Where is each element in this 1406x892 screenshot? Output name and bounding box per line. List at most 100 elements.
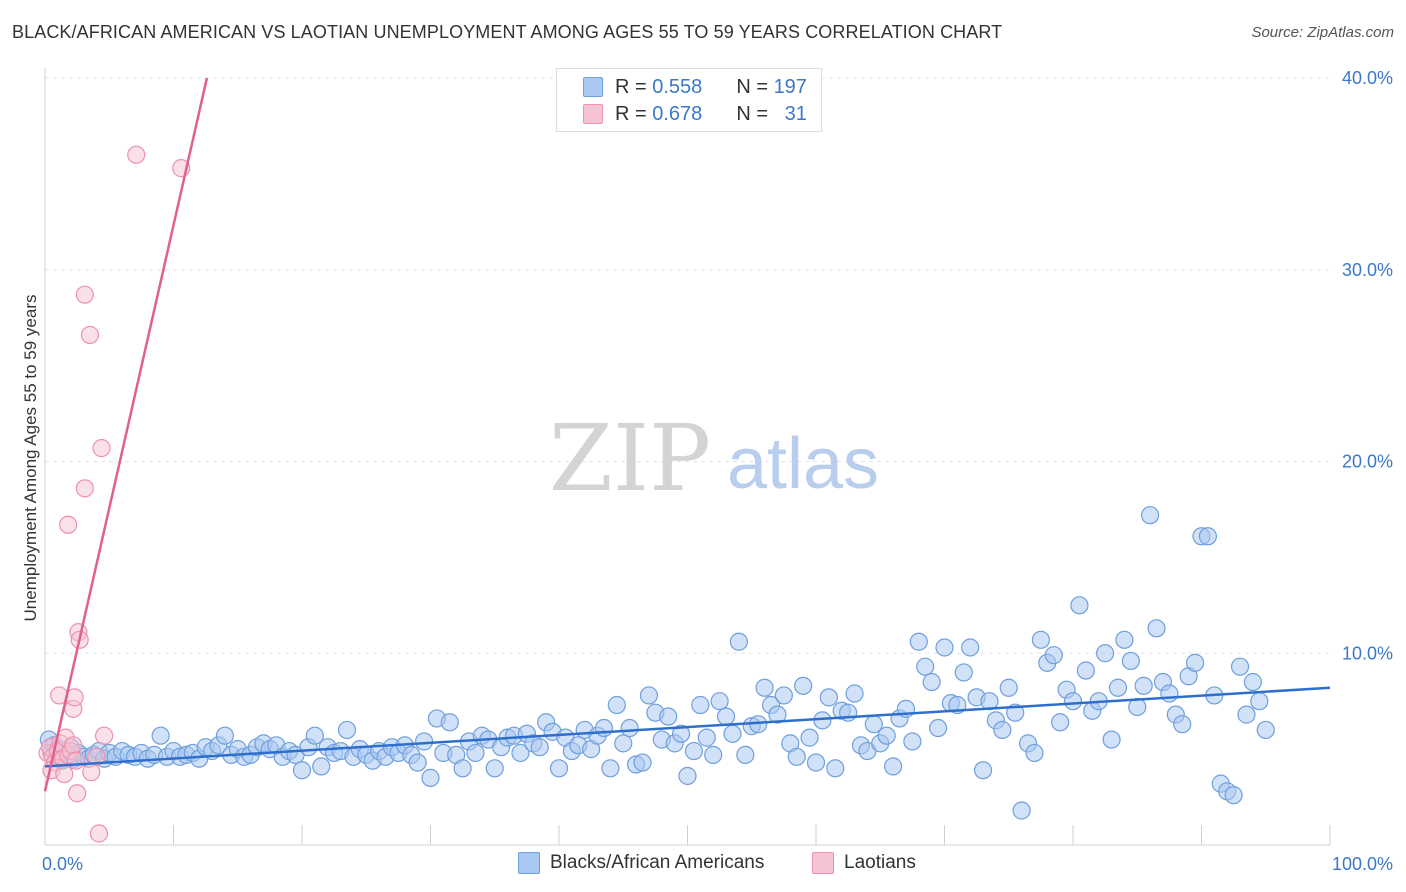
- point-blacks-120: [768, 705, 787, 724]
- point-blacks-143: [916, 657, 935, 676]
- point-blacks-109: [697, 728, 716, 747]
- point-blacks-103: [659, 707, 678, 726]
- axes: [44, 68, 1331, 846]
- point-laotians-25: [127, 145, 146, 164]
- point-blacks-93: [594, 718, 614, 738]
- point-blacks-175: [1121, 651, 1140, 671]
- point-laotians-29: [87, 747, 106, 766]
- legend-swatch-laotians: [812, 852, 834, 874]
- stats-n-value-laotians: 31: [784, 102, 807, 125]
- point-blacks-34: [215, 726, 234, 745]
- watermark-atlas: atlas: [727, 424, 879, 504]
- source-label: Source: ZipAtlas.com: [1251, 24, 1394, 41]
- point-blacks-185: [1185, 653, 1205, 672]
- tick-labels: 10.0% 20.0% 30.0% 40.0% 0.0% 100.0%: [42, 68, 1393, 874]
- stats-swatch-blacks: [583, 77, 603, 97]
- point-blacks-107: [684, 741, 704, 761]
- point-blacks-64: [408, 753, 427, 772]
- point-blacks-124: [794, 676, 813, 695]
- point-blacks-142: [909, 632, 928, 651]
- y-tick-label-40: 40.0%: [1342, 68, 1393, 88]
- point-laotians-30: [89, 824, 109, 843]
- trend-line-blacks: [44, 686, 1331, 768]
- point-laotians-14: [68, 784, 87, 803]
- point-blacks-112: [716, 707, 736, 726]
- point-blacks-160: [1025, 743, 1044, 763]
- point-blacks-194: [1243, 672, 1263, 692]
- point-blacks-161: [1031, 630, 1050, 649]
- point-blacks-166: [1063, 692, 1083, 711]
- point-blacks-99: [633, 753, 652, 772]
- watermark-zip: ZIP: [549, 405, 711, 512]
- y-axis-label: Unemployment Among Ages 55 to 59 years: [21, 295, 40, 622]
- point-blacks-123: [787, 747, 806, 766]
- point-blacks-138: [883, 757, 903, 776]
- point-blacks-110: [704, 745, 723, 764]
- point-blacks-146: [935, 638, 954, 657]
- point-blacks-118: [755, 678, 774, 697]
- point-blacks-66: [421, 768, 440, 787]
- point-laotians-20: [59, 515, 78, 534]
- point-blacks-86: [549, 759, 569, 778]
- point-blacks-76: [485, 759, 504, 778]
- point-blacks-113: [723, 724, 742, 743]
- trend-line-laotians: [43, 77, 209, 792]
- point-laotians-13: [55, 764, 74, 784]
- stats-r-value-blacks: 0.558: [652, 75, 703, 98]
- point-blacks-95: [607, 695, 626, 715]
- point-laotians-27: [82, 763, 101, 782]
- point-blacks-132: [845, 684, 864, 703]
- point-blacks-163: [1044, 646, 1063, 665]
- trend-lines: [43, 77, 1331, 792]
- point-blacks-114: [729, 632, 749, 651]
- point-laotians-28: [95, 726, 114, 745]
- legend-swatch-blacks: [518, 852, 540, 874]
- stats-swatch-laotians: [583, 104, 603, 124]
- point-blacks-150: [961, 638, 980, 657]
- point-blacks-178: [1140, 506, 1160, 525]
- y-tick-label-30: 30.0%: [1342, 260, 1393, 280]
- stats-r-label: R =: [615, 102, 647, 125]
- point-blacks-80: [511, 743, 530, 763]
- chart-title: BLACK/AFRICAN AMERICAN VS LAOTIAN UNEMPL…: [12, 22, 1003, 42]
- point-blacks-108: [691, 695, 710, 715]
- point-blacks-49: [312, 757, 331, 776]
- point-laotians-11: [66, 751, 85, 770]
- point-blacks-100: [639, 686, 659, 705]
- point-blacks-173: [1108, 678, 1128, 697]
- legend-item-blacks: Blacks/African Americans: [518, 852, 764, 874]
- point-laotians-23: [75, 285, 94, 304]
- point-blacks-46: [292, 761, 312, 780]
- point-blacks-172: [1102, 730, 1121, 749]
- point-blacks-145: [928, 718, 948, 738]
- point-blacks-126: [806, 753, 826, 772]
- point-laotians-10: [64, 736, 83, 755]
- point-blacks-183: [1173, 715, 1192, 734]
- point-blacks-137: [877, 726, 896, 745]
- point-blacks-152: [973, 761, 993, 780]
- stats-row-blacks: R = 0.558 N = 197: [583, 75, 807, 99]
- point-blacks-196: [1256, 720, 1275, 740]
- point-blacks-141: [903, 732, 922, 751]
- gridlines: [45, 77, 1330, 654]
- stats-r-value-laotians: 0.678: [652, 102, 703, 125]
- point-blacks-195: [1250, 692, 1269, 711]
- point-laotians-22: [80, 325, 100, 345]
- point-blacks-144: [922, 672, 941, 692]
- point-blacks-73: [466, 743, 485, 763]
- point-blacks-69: [440, 713, 459, 732]
- point-blacks-181: [1160, 684, 1179, 703]
- point-blacks-121: [774, 686, 793, 705]
- point-blacks-179: [1147, 619, 1166, 638]
- point-blacks-105: [671, 724, 691, 743]
- stats-n-label: N =: [736, 75, 768, 98]
- point-blacks-96: [614, 734, 633, 753]
- stats-n-value-blacks: 197: [773, 75, 807, 98]
- point-blacks-128: [819, 688, 838, 707]
- point-blacks-65: [414, 732, 434, 751]
- series-blacks-points: [39, 506, 1275, 820]
- legend-label-laotians: Laotians: [844, 852, 916, 873]
- point-laotians-24: [92, 438, 111, 458]
- point-blacks-24: [151, 726, 170, 745]
